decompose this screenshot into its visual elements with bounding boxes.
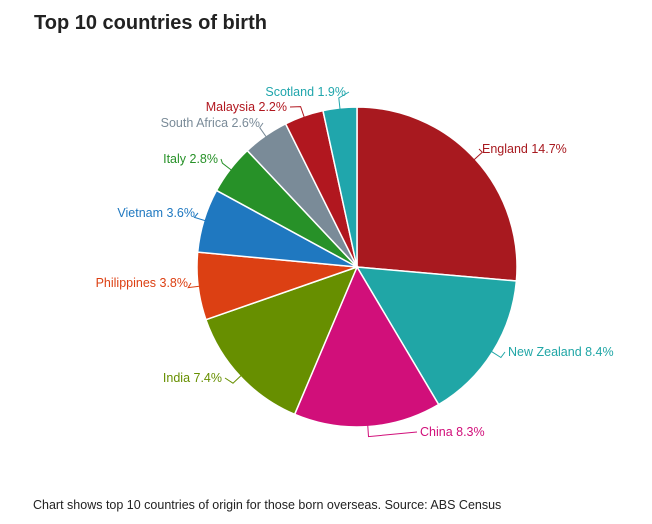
leader-line-italy — [220, 158, 233, 171]
pie-slices — [196, 106, 518, 428]
slice-labels: England 14.7% New Zealand 8.4% China 8.3% I… — [96, 85, 614, 439]
leader-line-philippines — [187, 282, 201, 289]
leader-line-malaysia — [289, 106, 305, 119]
leader-lines — [187, 91, 506, 438]
slice-label-italy: Italy 2.8% — [163, 152, 218, 166]
leader-line-south-africa — [259, 122, 268, 138]
leader-line-new-zealand — [490, 350, 506, 359]
chart-title: Top 10 countries of birth — [34, 12, 267, 34]
slice-label-philippines: Philippines 3.8% — [96, 276, 188, 290]
leader-line-vietnam — [193, 212, 207, 222]
slice-label-scotland: Scotland 1.9% — [265, 85, 346, 99]
leader-line-china — [367, 424, 418, 438]
pie-slice-england — [356, 106, 518, 282]
leader-line-scotland — [338, 91, 350, 110]
slice-label-china: China 8.3% — [420, 425, 485, 439]
slice-label-vietnam: Vietnam 3.6% — [117, 206, 195, 220]
slice-label-england: England 14.7% — [482, 142, 567, 156]
leader-line-england — [473, 148, 484, 161]
slice-label-malaysia: Malaysia 2.2% — [206, 100, 287, 114]
slice-label-new-zealand: New Zealand 8.4% — [508, 345, 614, 359]
chart-caption: Chart shows top 10 countries of origin f… — [33, 498, 502, 512]
slice-label-south-africa: South Africa 2.6% — [161, 116, 260, 130]
slice-label-india: India 7.4% — [163, 371, 222, 385]
leader-line-india — [224, 374, 243, 384]
